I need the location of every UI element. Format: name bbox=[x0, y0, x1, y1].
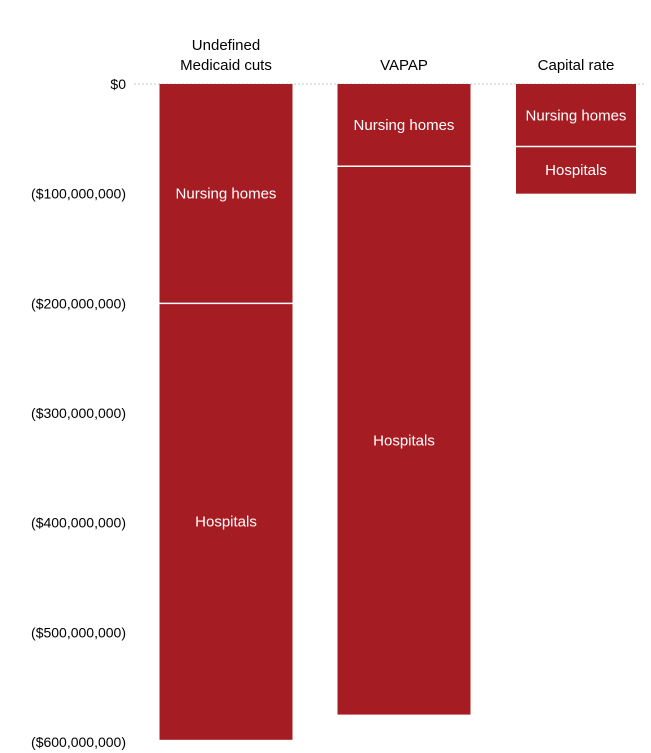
bar-segment-nursing-homes bbox=[516, 84, 636, 147]
category-label: VAPAP bbox=[380, 57, 428, 74]
y-tick-label: $0 bbox=[110, 76, 126, 92]
y-tick-label: ($300,000,000) bbox=[31, 405, 126, 421]
segment-label: Hospitals bbox=[373, 432, 435, 449]
y-axis: $0 ($100,000,000) ($200,000,000) ($300,000,… bbox=[31, 76, 126, 750]
segment-label: Nursing homes bbox=[354, 117, 455, 134]
segment-label: Hospitals bbox=[195, 514, 257, 531]
segment-label: Hospitals bbox=[545, 162, 607, 179]
label-layer: Nursing homes Hospitals Nursing homes Hospi… bbox=[176, 107, 627, 530]
y-tick-label: ($500,000,000) bbox=[31, 624, 126, 640]
y-tick-label: ($600,000,000) bbox=[31, 734, 126, 750]
bar-segment-hospitals bbox=[337, 166, 471, 715]
bar-segment-hospitals bbox=[516, 146, 636, 194]
bar-segment-nursing-homes bbox=[337, 84, 471, 167]
y-tick-label: ($200,000,000) bbox=[31, 295, 126, 311]
category-label: Medicaid cuts bbox=[180, 57, 272, 74]
category-labels: Undefined Medicaid cuts VAPAP Capital rate bbox=[180, 37, 614, 74]
bar-layer bbox=[159, 84, 636, 740]
category-label: Undefined bbox=[192, 37, 260, 54]
segment-label: Nursing homes bbox=[526, 107, 627, 124]
bar-segment-nursing-homes bbox=[159, 84, 293, 304]
y-tick-label: ($100,000,000) bbox=[31, 186, 126, 202]
y-tick-label: ($400,000,000) bbox=[31, 515, 126, 531]
segment-label: Nursing homes bbox=[176, 186, 277, 203]
category-label: Capital rate bbox=[538, 57, 615, 74]
bar-segment-hospitals bbox=[159, 303, 293, 740]
